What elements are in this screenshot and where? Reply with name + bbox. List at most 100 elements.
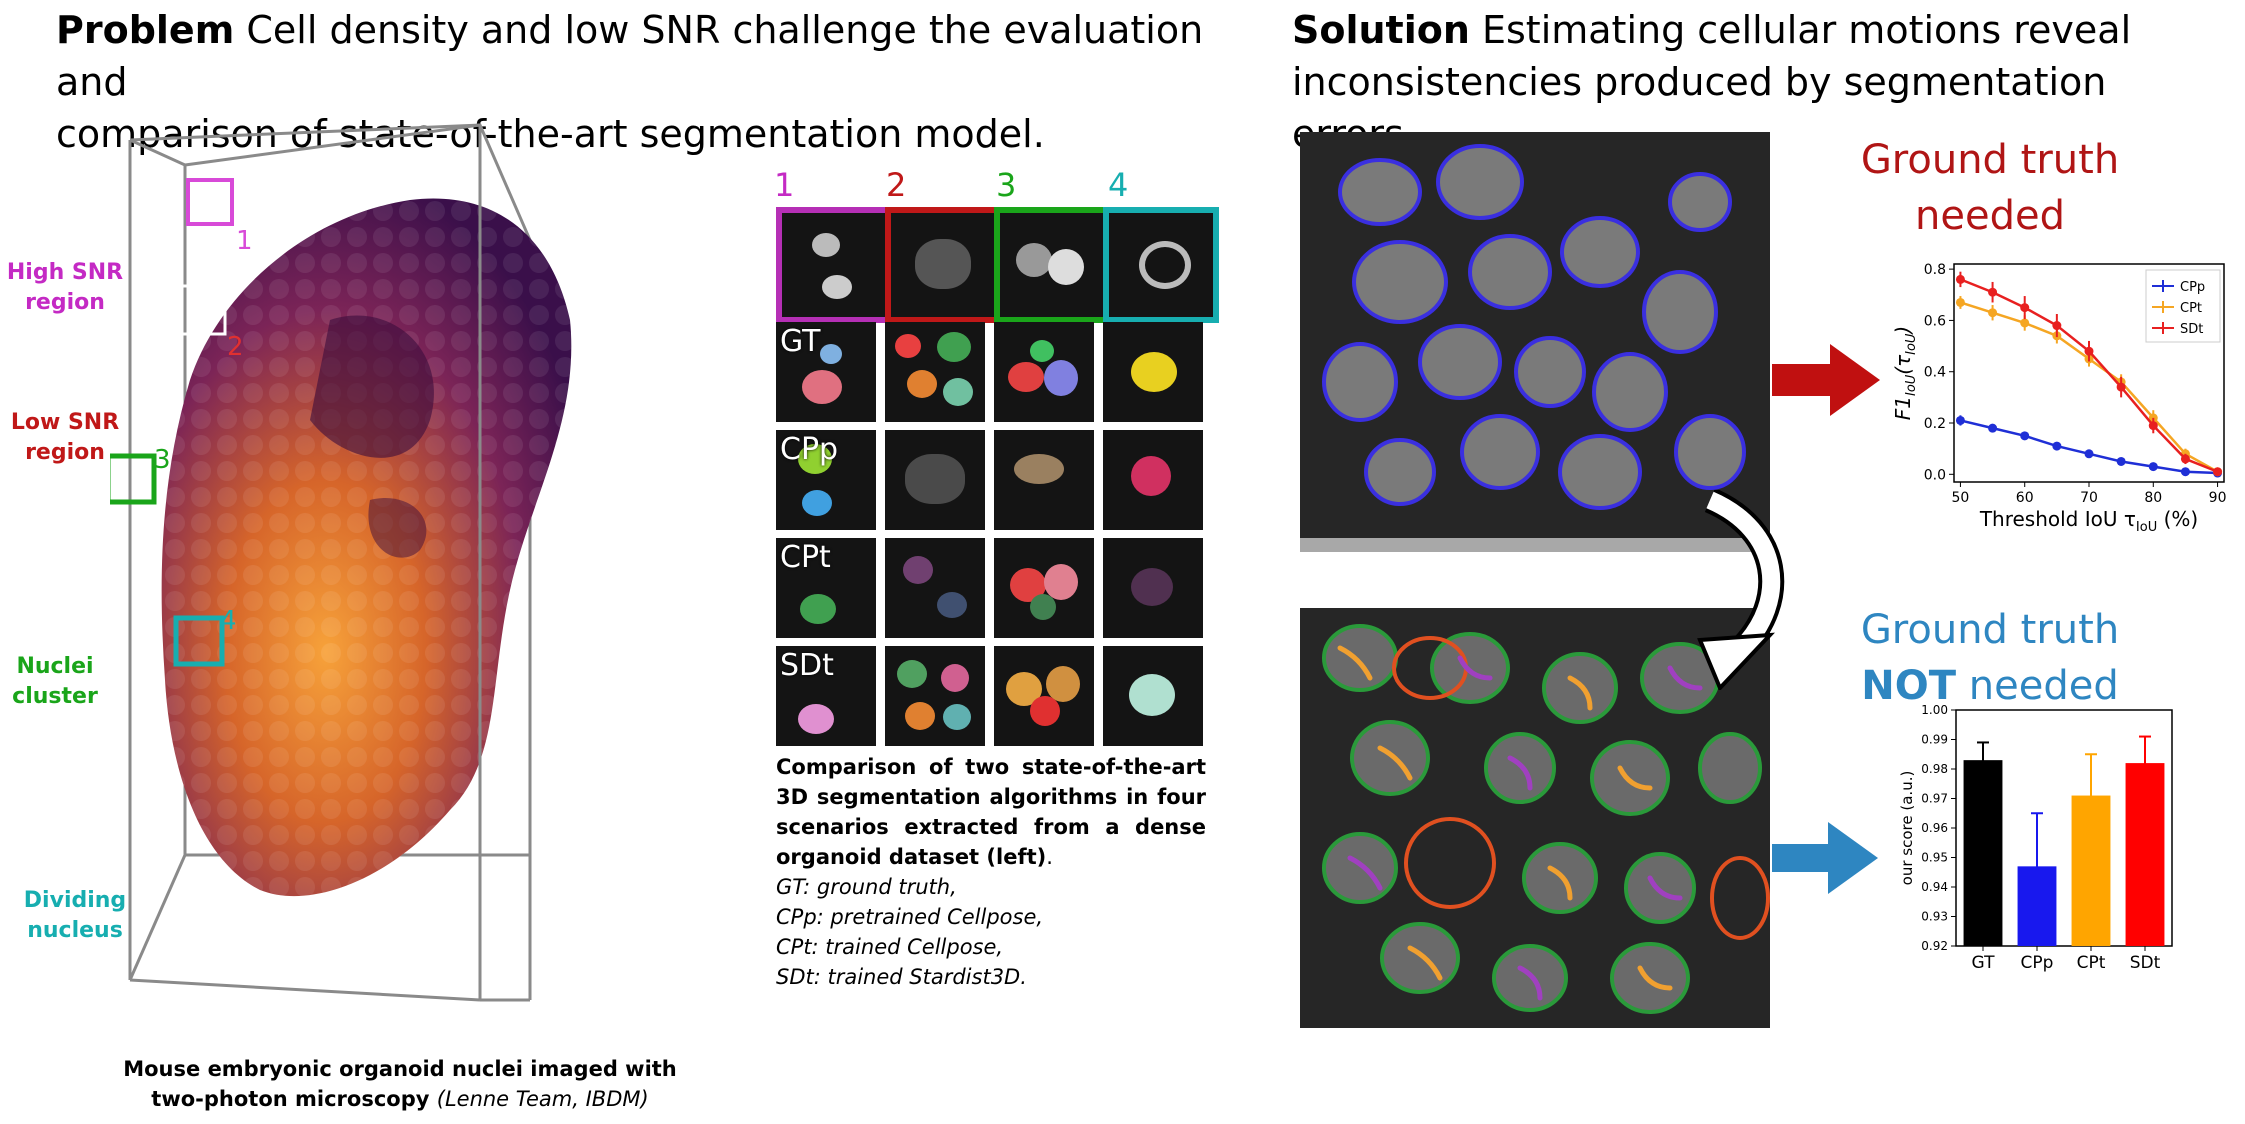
f1-legend-label: SDt [2180, 322, 2203, 337]
comparison-caption: Comparison of two state-of-the-art 3D se… [776, 755, 1206, 989]
f1-point-SDt [1988, 287, 1998, 297]
problem-label: Problem [56, 8, 235, 52]
f1-point-CPt [2020, 318, 2030, 328]
bar-ytick-label: 0.94 [1921, 880, 1948, 894]
bar-SDt [2125, 763, 2165, 946]
f1-point-SDt [2148, 421, 2158, 431]
raw-tile-4 [1103, 207, 1219, 323]
f1-point-SDt [2020, 303, 2030, 313]
region-number-1: 1 [236, 226, 253, 256]
bar-ytick-label: 0.97 [1921, 792, 1948, 806]
region-box-2 [175, 284, 227, 336]
f1-ytick-label: 0.4 [1924, 365, 1946, 381]
f1-point-SDt [2052, 321, 2062, 331]
gt-tile-4 [1103, 322, 1203, 422]
region-box-1 [186, 178, 234, 226]
sdt-tile-3 [994, 646, 1094, 746]
gt-tile-1 [776, 322, 876, 422]
curved-arrow [1697, 490, 1785, 690]
bar-category-label: GT [1972, 953, 1996, 973]
f1-xlabel: Threshold IoU τIoU (%) [1979, 507, 2198, 535]
cpp-tile-2 [885, 430, 985, 530]
gt-tile-3 [994, 322, 1094, 422]
f1-xtick-label: 70 [2080, 490, 2098, 506]
row-label-cpt: CPt [780, 540, 831, 575]
arrow-to-score-chart [1772, 822, 1878, 894]
arrow-to-f1-chart [1772, 344, 1880, 416]
f1-point-CPp [2116, 456, 2126, 466]
bar-category-label: CPt [2077, 953, 2106, 973]
grid-col-number-3: 3 [996, 166, 1017, 204]
grid-col-number-1: 1 [774, 166, 795, 204]
f1-point-CPp [1955, 415, 1965, 425]
region-label-dividing-nucleus: Dividing nucleus [23, 888, 127, 943]
raw-tile-2 [885, 207, 1001, 323]
problem-text-line1: Cell density and low SNR challenge the e… [56, 8, 1204, 104]
solution-label: Solution [1292, 8, 1470, 52]
cpt-tile-3 [994, 538, 1094, 638]
cpp-tile-1 [776, 430, 876, 530]
f1-point-SDt [1955, 274, 1965, 284]
problem-text-line2: comparison of state-of-the-art segmentat… [56, 112, 1045, 156]
region-number-2: 2 [227, 332, 244, 362]
f1-point-CPp [2052, 441, 2062, 451]
ground-truth-needed-label: Ground truth needed [1860, 137, 2120, 239]
f1-point-SDt [2180, 454, 2190, 464]
f1-xtick-label: 80 [2144, 490, 2162, 506]
f1-point-CPt [1988, 308, 1998, 318]
raw-tile-3 [994, 207, 1110, 323]
organoid-figure [110, 123, 572, 1002]
bar-ytick-label: 0.92 [1921, 939, 1948, 953]
f1-xtick-label: 50 [1952, 490, 1970, 506]
bar-GT [1963, 760, 2003, 946]
solution-text-line1: Estimating cellular motions reveal [1469, 8, 2132, 52]
f1-point-SDt [2213, 467, 2223, 477]
score-bar-chart: 0.92 0.93 0.94 0.95 0.96 0.97 0.98 0.99 1.00 our … [1900, 703, 2173, 973]
bar-ytick-label: 0.93 [1921, 910, 1948, 924]
f1-ytick-label: 0.2 [1924, 416, 1946, 432]
f1-point-CPp [1988, 423, 1998, 433]
gt-tile-2 [885, 322, 985, 422]
row-label-gt: GT [780, 324, 821, 359]
f1-point-CPt [1955, 297, 1965, 307]
f1-point-SDt [2116, 382, 2126, 392]
region-number-3: 3 [154, 445, 171, 475]
f1-ytick-label: 0.8 [1924, 262, 1946, 278]
sdt-tile-1 [776, 646, 876, 746]
segmented-nuclei-outlines [1322, 144, 1746, 510]
problem-heading: Problem Cell density and low SNR challen… [56, 4, 1276, 160]
bar-ytick-label: 0.99 [1921, 733, 1948, 747]
f1-ytick-label: 0.6 [1924, 313, 1946, 329]
region-number-4: 4 [220, 606, 237, 636]
f1-legend-label: CPp [2180, 280, 2205, 295]
bar-ytick-label: 0.95 [1921, 851, 1948, 865]
region-label-low-snr: Low SNR region [10, 410, 120, 465]
f1-point-CPp [2148, 462, 2158, 472]
f1-point-CPp [2180, 467, 2190, 477]
region-box-3 [110, 453, 157, 505]
f1-point-CPp [2084, 449, 2094, 459]
f1-legend-label: CPt [2180, 301, 2202, 316]
solution-text-line2: inconsistencies produced by segmentation… [1292, 60, 2107, 156]
tracking-panel-bottom [1300, 608, 1770, 1028]
cpt-tile-2 [885, 538, 985, 638]
f1-ylabel: F1IoU(τIoU) [1891, 326, 1919, 421]
cpp-tile-4 [1103, 430, 1203, 530]
cpp-tile-3 [994, 430, 1094, 530]
f1-xtick-label: 60 [2016, 490, 2034, 506]
organoid-caption: Mouse embryonic organoid nuclei imaged w… [123, 1057, 677, 1111]
solution-heading: Solution Estimating cellular motions rev… [1292, 4, 2242, 160]
bar-ytick-label: 0.98 [1921, 762, 1948, 776]
raw-tile-1 [776, 207, 892, 323]
f1-point-CPp [2020, 431, 2030, 441]
region-label-high-snr: High SNR region [6, 260, 124, 315]
motion-tracks [1337, 645, 1703, 1001]
grid-col-number-4: 4 [1108, 166, 1129, 204]
cpt-tile-4 [1103, 538, 1203, 638]
f1-iou-line-chart: 0.0 0.2 0.4 0.6 0.8 50 60 70 80 90 Threshold IoU τ… [1891, 262, 2226, 535]
sdt-tile-4 [1103, 646, 1203, 746]
bar-category-label: CPp [2021, 953, 2054, 973]
ground-truth-not-needed-label: Ground truth NOT needed [1860, 607, 2120, 709]
region-label-nuclei-cluster: Nuclei cluster [12, 654, 98, 709]
region-box-4 [173, 615, 225, 667]
